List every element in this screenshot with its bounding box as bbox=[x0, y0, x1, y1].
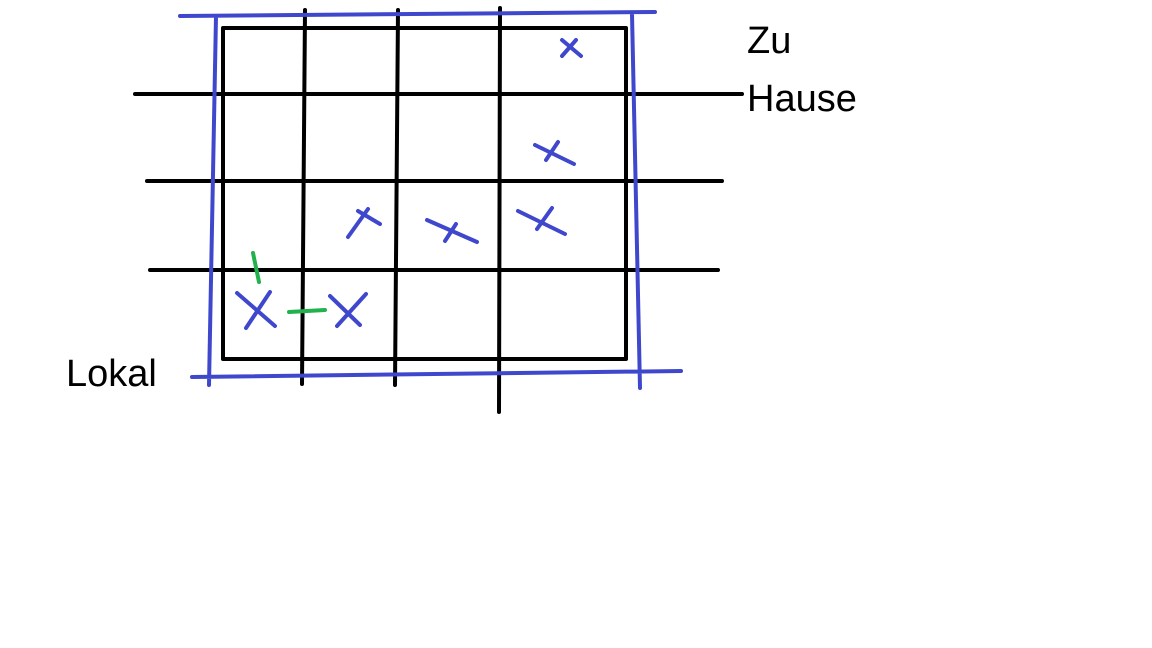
label-lokal: Lokal bbox=[66, 353, 157, 395]
inner-frame bbox=[221, 26, 628, 361]
label-zu: Zu bbox=[747, 20, 792, 62]
cross-mark bbox=[425, 218, 479, 244]
outer-frame bbox=[178, 10, 683, 390]
green-connectors bbox=[251, 251, 327, 314]
cross-mark bbox=[235, 290, 277, 330]
green-connector bbox=[287, 308, 327, 314]
grid-line-v3 bbox=[497, 6, 502, 414]
label-hause: Hause bbox=[747, 78, 857, 120]
cross-mark bbox=[328, 292, 368, 328]
cross-mark bbox=[560, 38, 583, 58]
green-connector bbox=[251, 251, 261, 284]
cross-mark bbox=[516, 206, 567, 236]
cross-mark bbox=[533, 140, 576, 166]
grid-line-v2 bbox=[393, 8, 400, 387]
grid-line-v1 bbox=[300, 8, 307, 386]
cross-mark bbox=[346, 207, 382, 239]
cross-marks bbox=[235, 38, 583, 330]
